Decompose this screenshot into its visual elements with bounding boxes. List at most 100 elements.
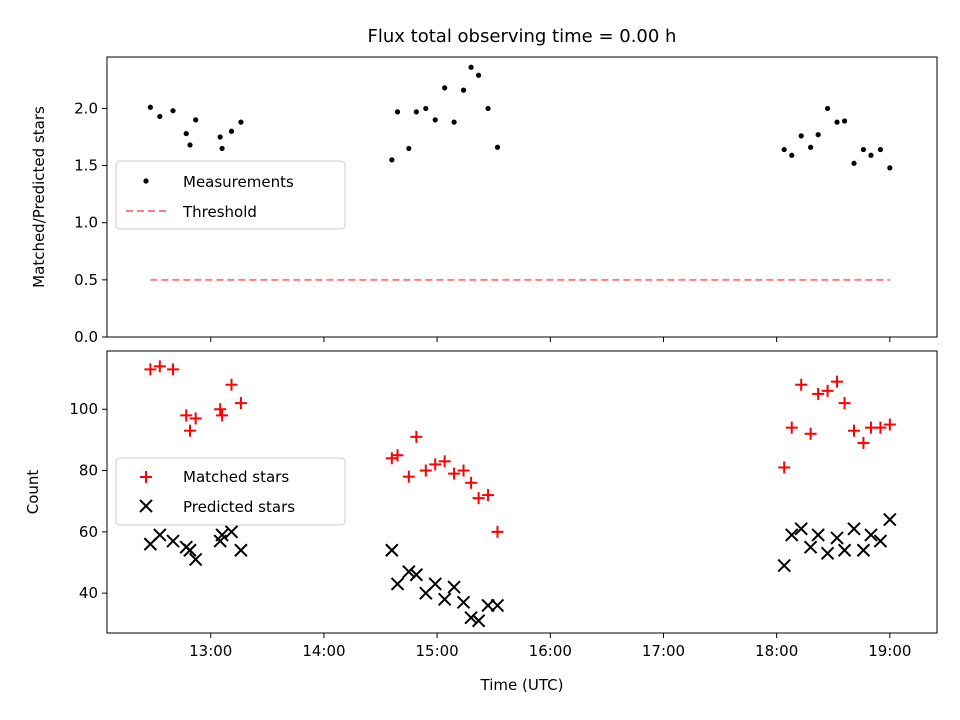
measurement-point	[460, 87, 467, 93]
matched-stars-point	[225, 378, 238, 391]
measurement-point	[183, 130, 189, 137]
bottom-panel: 40 60 80 100 13:00 14:00 15:00 16:00 17:00 18:00…	[24, 350, 938, 694]
predicted-stars-point	[481, 598, 495, 613]
matched-stars-point	[216, 409, 229, 422]
predicted-stars-point	[447, 580, 461, 594]
bottom-y-tick-label: 40	[79, 584, 98, 602]
matched-stars-point	[857, 436, 870, 449]
matched-stars-point	[214, 403, 227, 416]
legend-label-matched-stars: Matched stars	[183, 468, 289, 486]
matched-stars-point	[848, 424, 860, 437]
chart-title: Flux total observing time = 0.00 h	[368, 26, 677, 47]
measurement-point	[834, 119, 840, 125]
predicted-stars-point	[820, 546, 835, 561]
predicted-stars-point	[456, 595, 471, 610]
top-x-ticks	[210, 337, 891, 342]
predicted-stars-point	[437, 592, 452, 606]
predicted-stars-point	[234, 543, 248, 557]
predicted-stars-point	[883, 512, 897, 527]
predicted-stars-point	[428, 577, 442, 591]
top-y-tick-label: 0.5	[74, 271, 98, 289]
matched-stars-point	[785, 421, 798, 434]
x-tick-label: 19:00	[868, 642, 911, 660]
predicted-stars-point	[794, 522, 808, 536]
bottom-x-ticks: 13:00 14:00 15:00 16:00 17:00 18:00 19:00	[189, 633, 911, 660]
predicted-stars-point	[777, 558, 791, 573]
measurement-point	[841, 118, 848, 124]
matched-stars-point	[144, 363, 157, 376]
measurement-point	[887, 165, 893, 171]
predicted-stars-point	[864, 528, 878, 542]
measurement-point	[413, 109, 419, 115]
measurement-point	[170, 108, 176, 114]
predicted-stars-point	[224, 525, 239, 539]
matched-stars-point	[189, 412, 202, 425]
matched-stars-point	[465, 476, 478, 489]
matched-stars-point	[391, 449, 404, 462]
bottom-y-tick-label: 100	[69, 400, 98, 418]
predicted-stars-point	[464, 610, 478, 625]
predicted-stars-point	[385, 543, 399, 557]
measurement-point	[808, 144, 814, 150]
matched-stars-point	[472, 492, 485, 505]
x-tick-label: 17:00	[642, 642, 685, 660]
matched-stars-point	[812, 387, 825, 400]
measurement-point	[147, 104, 153, 110]
measurement-point	[442, 85, 448, 91]
top-y-axis-label: Matched/Predicted stars	[30, 106, 48, 288]
measurement-point	[432, 117, 438, 123]
matched-stars-point	[795, 378, 808, 391]
predicted-stars-point	[188, 552, 203, 567]
measurement-point	[394, 109, 401, 115]
top-panel: 0.00.51.01.52.0 Matched/Predicted stars …	[30, 56, 938, 346]
predicted-stars-point	[803, 540, 818, 554]
matched-stars-point	[831, 375, 844, 388]
measurement-point	[851, 160, 857, 166]
matched-stars-point	[402, 470, 415, 483]
predicted-stars-point	[847, 522, 861, 536]
measurement-point	[494, 144, 501, 150]
x-tick-label: 15:00	[415, 642, 458, 660]
measurement-point	[781, 146, 787, 153]
matched-stars-point	[410, 430, 423, 443]
legend-label-measurements: Measurements	[183, 173, 294, 191]
top-marks	[147, 64, 893, 281]
measurement-point	[157, 113, 163, 120]
predicted-stars-point	[811, 528, 825, 542]
bottom-y-ticks: 40 60 80 100	[69, 400, 107, 602]
predicted-stars-point	[390, 577, 405, 591]
measurement-point	[798, 133, 804, 139]
measurement-point	[219, 145, 225, 152]
predicted-stars-point	[402, 564, 416, 579]
legend-marker-predicted-stars	[139, 499, 153, 513]
measurement-point	[451, 119, 457, 125]
predicted-stars-point	[830, 531, 844, 545]
matched-stars-point	[778, 461, 791, 474]
bottom-y-axis-label: Count	[24, 470, 42, 515]
bottom-legend: Matched stars Predicted stars	[115, 457, 346, 526]
top-y-tick-label: 0.0	[74, 328, 98, 346]
predicted-stars-point	[490, 598, 505, 613]
predicted-stars-point	[471, 614, 486, 628]
predicted-stars-point	[837, 543, 852, 557]
predicted-stars-point	[215, 528, 229, 542]
predicted-stars-point	[153, 528, 167, 542]
matched-stars-point	[180, 409, 193, 422]
x-tick-label: 16:00	[529, 642, 572, 660]
top-legend-box	[115, 160, 346, 230]
top-y-tick-label: 1.0	[74, 214, 98, 232]
predicted-stars-point	[785, 528, 799, 542]
legend-marker-matched-stars	[140, 471, 152, 483]
predicted-stars-point	[166, 534, 180, 548]
measurement-point	[193, 117, 199, 123]
measurement-point	[187, 142, 193, 148]
matched-stars-point	[457, 464, 470, 477]
predicted-stars-point	[183, 543, 197, 557]
measurement-point	[860, 146, 867, 153]
predicted-stars-point	[856, 543, 871, 557]
top-y-tick-label: 2.0	[74, 99, 98, 117]
measurement-point	[468, 64, 474, 70]
measurement-point	[423, 105, 429, 112]
